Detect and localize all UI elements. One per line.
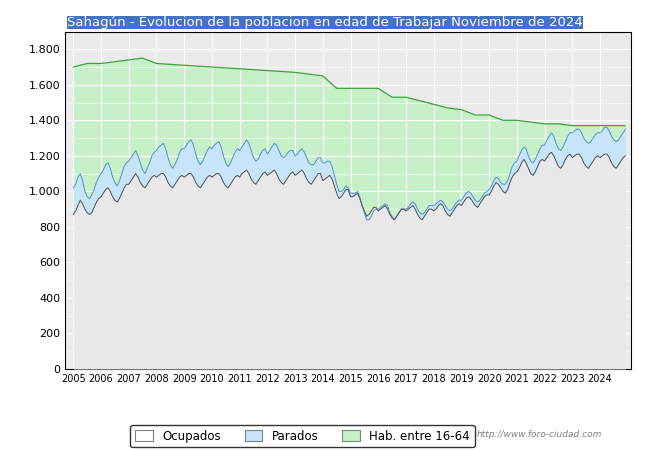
- Text: http://www.foro-ciudad.com: http://www.foro-ciudad.com: [477, 430, 602, 439]
- Text: Sahagún - Evolucion de la poblacion en edad de Trabajar Noviembre de 2024: Sahagún - Evolucion de la poblacion en e…: [67, 16, 583, 29]
- Legend: Ocupados, Parados, Hab. entre 16-64: Ocupados, Parados, Hab. entre 16-64: [131, 425, 474, 447]
